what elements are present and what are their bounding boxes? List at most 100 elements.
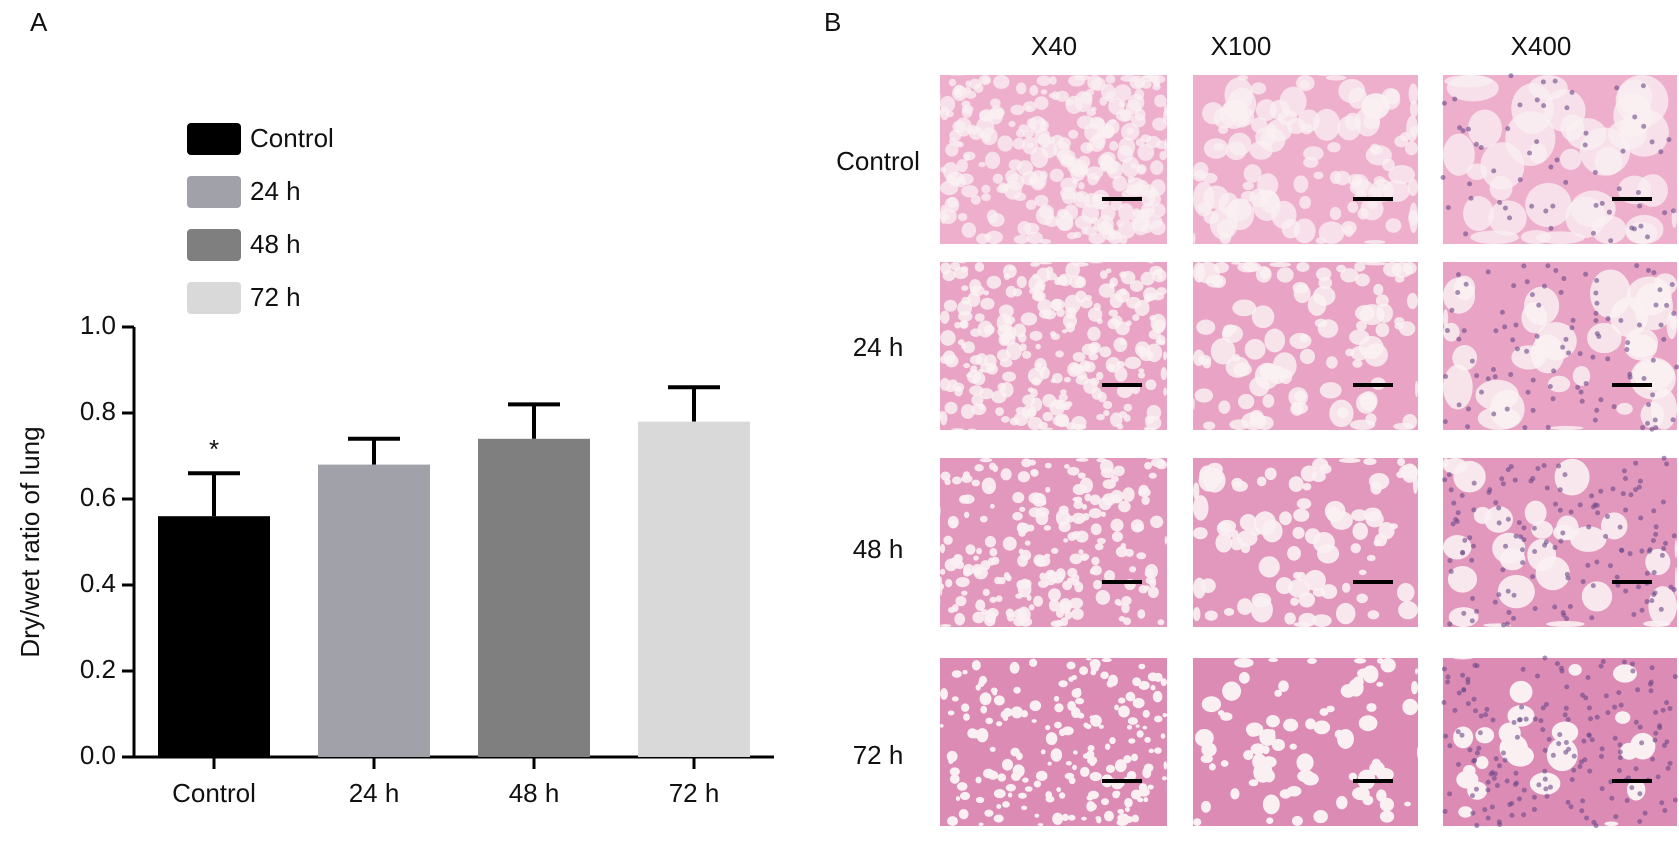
alveolus (953, 84, 965, 98)
alveolus (1312, 458, 1329, 472)
alveolus (1350, 543, 1361, 554)
alveolus (1278, 680, 1289, 692)
alveolus (1150, 458, 1166, 468)
nucleus (1616, 690, 1622, 696)
alveolus (1106, 160, 1123, 180)
micrograph (1440, 73, 1677, 245)
alveolus (1525, 182, 1572, 228)
alveolus (1116, 423, 1124, 430)
alveolus (960, 404, 975, 419)
alveolus (1104, 743, 1111, 750)
alveolus (1001, 758, 1014, 771)
alveolus (1037, 823, 1044, 826)
nucleus (1450, 521, 1456, 527)
nucleus (1633, 460, 1639, 466)
alveolus (957, 339, 965, 346)
nucleus (1496, 592, 1502, 598)
alveolus (1579, 127, 1631, 176)
nucleus (1551, 368, 1557, 374)
alveolus (940, 576, 941, 583)
nucleus (1470, 596, 1475, 602)
nucleus (1674, 364, 1679, 370)
nucleus (1580, 579, 1586, 585)
alveolus (1074, 687, 1082, 694)
alveolus (1279, 369, 1293, 385)
alveolus (1290, 597, 1299, 606)
alveolus (1325, 75, 1347, 81)
alveolus (1026, 118, 1038, 128)
alveolus (1262, 794, 1280, 815)
nucleus (1442, 419, 1448, 425)
nucleus (1581, 738, 1587, 744)
alveolus (1087, 744, 1095, 752)
nucleus (1542, 768, 1548, 774)
alveolus (1239, 514, 1257, 531)
alveolus (1124, 548, 1134, 557)
nucleus (1560, 344, 1566, 350)
alveolus (1033, 595, 1043, 607)
nucleus (1649, 665, 1655, 671)
alveolus (1369, 143, 1380, 155)
nucleus (1521, 263, 1527, 269)
alveolus (961, 106, 973, 118)
nucleus (1507, 215, 1513, 221)
alveolus (1016, 160, 1033, 176)
alveolus (1118, 203, 1134, 222)
alveolus (1091, 556, 1100, 566)
nucleus (1520, 666, 1526, 672)
alveolus (954, 612, 966, 626)
nucleus (1615, 582, 1621, 588)
alveolus (949, 774, 960, 784)
nucleus (1527, 150, 1533, 156)
nucleus (1500, 750, 1506, 756)
alveolus (1046, 272, 1057, 281)
alveolus (1535, 231, 1585, 245)
alveolus (1100, 204, 1116, 222)
alveolus (1674, 539, 1678, 559)
nucleus (1443, 733, 1449, 739)
alveolus (1108, 309, 1119, 317)
alveolus (1373, 283, 1384, 296)
alveolus (1111, 531, 1124, 542)
alveolus (962, 713, 970, 721)
nucleus (1529, 203, 1535, 209)
nucleus (1521, 525, 1527, 531)
alveolus (962, 151, 976, 161)
alveolus (1013, 608, 1028, 620)
nucleus (1649, 139, 1655, 145)
alveolus (1109, 141, 1119, 151)
nucleus (1511, 720, 1517, 726)
alveolus (1018, 528, 1026, 537)
alveolus (1088, 262, 1104, 264)
nucleus (1639, 607, 1645, 613)
alveolus (1054, 721, 1062, 729)
nucleus (1653, 531, 1659, 537)
alveolus (1408, 83, 1418, 105)
nucleus (1490, 770, 1496, 776)
alveolus (1355, 262, 1381, 263)
nucleus (1579, 398, 1585, 404)
alveolus (1090, 714, 1102, 727)
alveolus (1292, 526, 1305, 539)
alveolus (1090, 523, 1102, 536)
nucleus (1650, 538, 1656, 544)
alveolus (1048, 588, 1061, 602)
alveolus (1025, 408, 1037, 418)
nucleus (1544, 485, 1550, 491)
nucleus (1496, 763, 1502, 769)
nucleus (1671, 311, 1677, 317)
alveolus (1069, 597, 1084, 609)
nucleus (1485, 787, 1491, 793)
alveolus (1307, 293, 1327, 316)
alveolus (1150, 160, 1164, 175)
alveolus (1037, 579, 1049, 588)
alveolus (1066, 157, 1082, 174)
alveolus (979, 458, 993, 463)
alveolus (1671, 209, 1677, 228)
nucleus (1604, 513, 1610, 519)
alveolus (1398, 601, 1418, 620)
nucleus (1514, 734, 1520, 740)
nucleus (1552, 78, 1558, 84)
alveolus (1463, 196, 1494, 232)
alveolus (1088, 508, 1102, 519)
